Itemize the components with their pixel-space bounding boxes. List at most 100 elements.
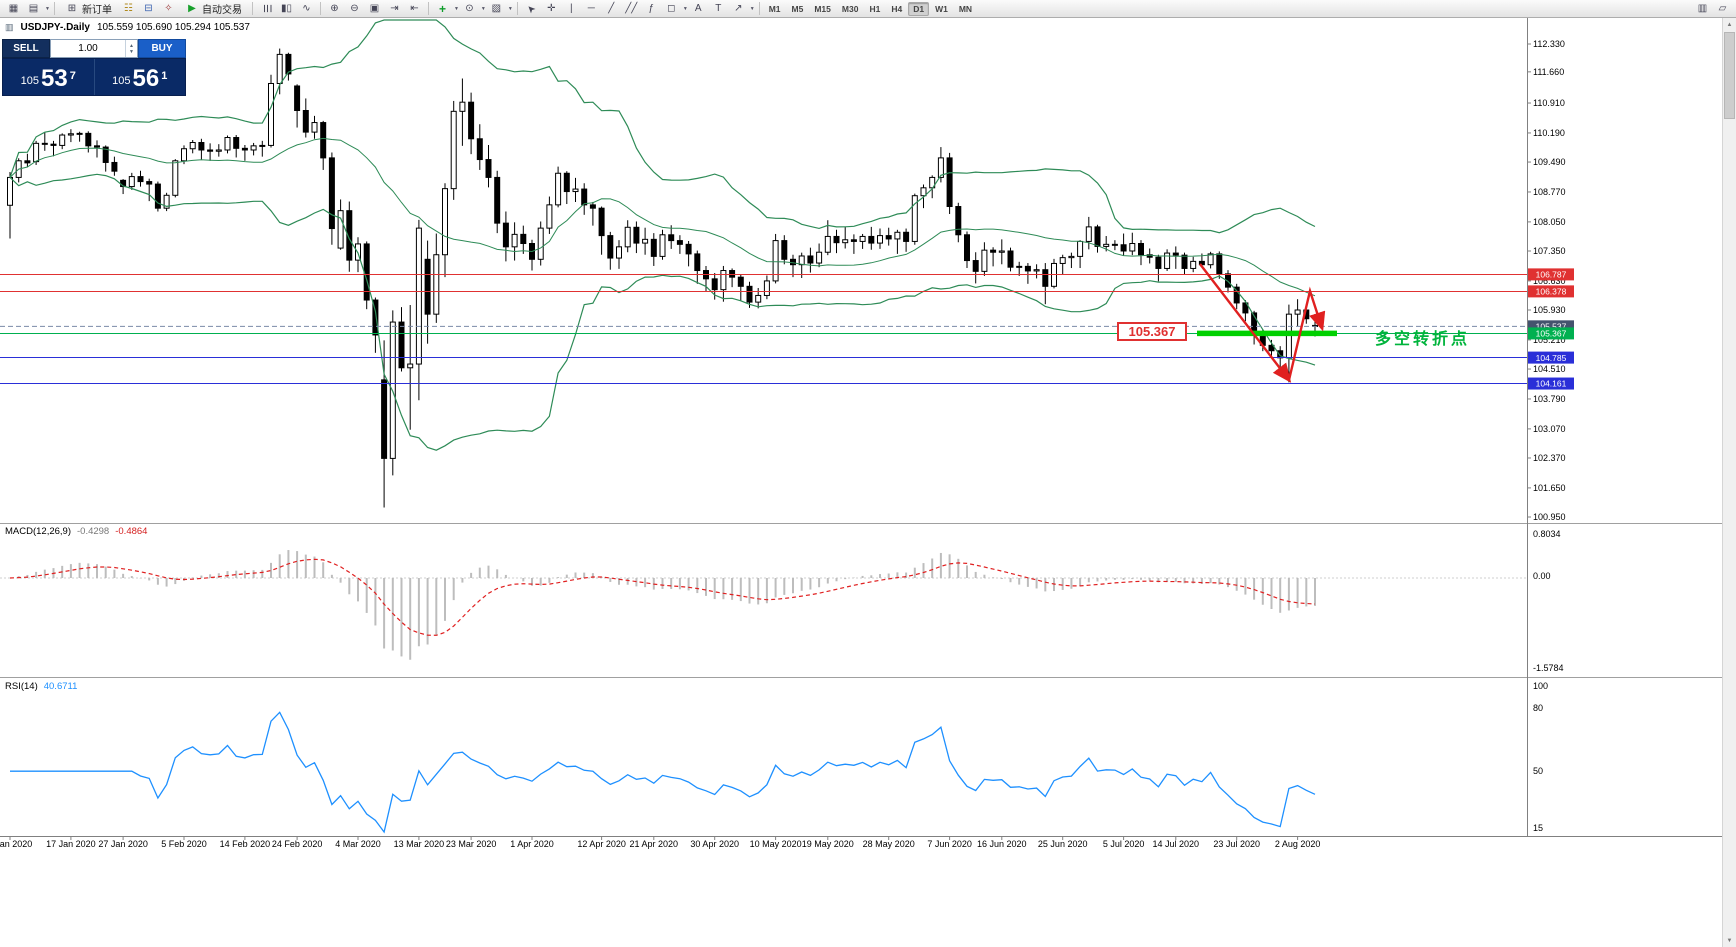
indicators-add-icon[interactable]: + — [438, 1, 446, 16]
vertical-scrollbar[interactable]: ▲ ▼ — [1722, 18, 1736, 947]
volume-spinner[interactable]: ▲ ▼ — [125, 40, 137, 57]
svg-text:28 May 2020: 28 May 2020 — [863, 839, 915, 849]
svg-text:103.070: 103.070 — [1533, 424, 1566, 434]
svg-text:108.050: 108.050 — [1533, 217, 1566, 227]
svg-text:101.650: 101.650 — [1533, 483, 1566, 493]
svg-text:13 Mar 2020: 13 Mar 2020 — [394, 839, 445, 849]
trend-arrows[interactable] — [1199, 263, 1326, 383]
volume-down-icon[interactable]: ▼ — [129, 48, 134, 55]
buy-button[interactable]: BUY — [138, 39, 186, 58]
chart-shift-icon[interactable]: ⇤ — [410, 3, 419, 14]
sell-button[interactable]: SELL — [2, 39, 50, 58]
bid-price-display[interactable]: 105 53 7 — [3, 59, 95, 95]
rsi-line — [10, 711, 1316, 834]
timeframe-m30[interactable]: M30 — [841, 3, 859, 14]
volume-input[interactable] — [51, 40, 125, 57]
svg-text:0.8034: 0.8034 — [1533, 529, 1561, 539]
timeframe-m5[interactable]: M5 — [791, 3, 804, 14]
timeframe-m15[interactable]: M15 — [814, 3, 831, 14]
volume-up-icon[interactable]: ▲ — [129, 42, 134, 49]
candlestick-series — [7, 48, 1318, 508]
timeframe-h4[interactable]: H4 — [891, 3, 903, 14]
ask-big-digits: 56 — [132, 65, 160, 92]
auto-trading-button[interactable]: ▶ 自动交易 — [179, 1, 248, 16]
shapes-icon[interactable]: ◻ — [667, 3, 676, 14]
periods-icon[interactable]: ⊙ — [465, 3, 474, 14]
svg-text:105.367: 105.367 — [1536, 329, 1567, 339]
svg-text:23 Jul 2020: 23 Jul 2020 — [1213, 839, 1260, 849]
docking-icon[interactable]: ▱ — [1718, 3, 1727, 14]
auto-scroll-icon[interactable]: ⇥ — [390, 3, 399, 14]
crosshair-icon[interactable]: ✛ — [547, 3, 556, 14]
svg-text:25 Jun 2020: 25 Jun 2020 — [1038, 839, 1088, 849]
profiles-icon[interactable]: ▤ — [28, 3, 39, 14]
svg-text:0.00: 0.00 — [1533, 571, 1551, 581]
chevron-down-icon[interactable]: ▼ — [507, 5, 513, 12]
label-icon[interactable]: T — [715, 3, 722, 14]
templates-icon[interactable]: ▧ — [491, 3, 502, 14]
svg-text:8 Jan 2020: 8 Jan 2020 — [0, 839, 32, 849]
market-watch-icon[interactable]: ☷ — [123, 3, 133, 14]
chevron-down-icon[interactable]: ▼ — [749, 5, 755, 12]
svg-text:5 Feb 2020: 5 Feb 2020 — [161, 839, 207, 849]
timeframe-mn[interactable]: MN — [958, 3, 973, 14]
tile-windows-icon[interactable]: ▣ — [369, 3, 380, 14]
macd-signal-value: -0.4864 — [115, 526, 148, 537]
zoom-in-icon[interactable]: ⊕ — [330, 3, 339, 14]
chevron-down-icon[interactable]: ▼ — [45, 5, 50, 12]
pivot-note-text[interactable]: 多空转折点 — [1375, 331, 1471, 348]
trendline-icon[interactable]: ╱ — [608, 3, 615, 14]
svg-text:16 Jun 2020: 16 Jun 2020 — [977, 839, 1027, 849]
bar-chart-icon[interactable]: ☰ — [260, 4, 272, 13]
text-icon[interactable]: A — [694, 3, 702, 14]
svg-text:7 Jun 2020: 7 Jun 2020 — [927, 839, 972, 849]
svg-text:80: 80 — [1533, 703, 1543, 713]
bollinger-bands — [9, 19, 1316, 451]
volume-stepper[interactable]: ▲ ▼ — [50, 39, 138, 58]
toolbar-separator — [516, 2, 518, 15]
svg-text:-1.5784: -1.5784 — [1533, 663, 1564, 673]
toolbar-separator — [427, 2, 429, 15]
autotrade-play-icon[interactable]: ▶ — [188, 3, 196, 14]
rsi-name: RSI(14) — [5, 681, 38, 692]
new-order-icon[interactable]: ⊞ — [67, 3, 77, 14]
svg-text:106.378: 106.378 — [1536, 287, 1567, 297]
svg-text:17 Jan 2020: 17 Jan 2020 — [46, 839, 96, 849]
chart-ohlc-values: 105.559 105.690 105.294 105.537 — [97, 22, 250, 33]
data-window-icon[interactable]: ⊟ — [144, 3, 153, 14]
chevron-down-icon[interactable]: ▼ — [453, 5, 459, 12]
new-order-button[interactable]: ⊞ 新订单 — [59, 1, 118, 16]
svg-text:103.790: 103.790 — [1533, 394, 1566, 404]
chart-list-icon[interactable]: ▥ — [1697, 3, 1708, 14]
chevron-down-icon[interactable]: ▼ — [682, 5, 688, 12]
scroll-thumb[interactable] — [1724, 32, 1735, 119]
navigator-icon[interactable]: ✧ — [164, 3, 173, 14]
scroll-up-icon[interactable]: ▲ — [1726, 21, 1733, 28]
timeframe-m1[interactable]: M1 — [768, 3, 781, 14]
new-chart-icon[interactable]: ▦ — [8, 3, 19, 14]
svg-text:100: 100 — [1533, 681, 1548, 691]
scroll-down-icon[interactable]: ▼ — [1726, 937, 1733, 944]
horizontal-line-icon[interactable]: ─ — [587, 3, 595, 14]
svg-text:112.330: 112.330 — [1533, 39, 1565, 49]
line-chart-icon[interactable]: ∿ — [302, 3, 311, 14]
arrows-icon[interactable]: ↗ — [734, 3, 743, 14]
candle-chart-icon[interactable]: ▮▯ — [280, 3, 292, 14]
chevron-down-icon[interactable]: ▼ — [480, 5, 486, 12]
timeframe-h1[interactable]: H1 — [869, 3, 881, 14]
svg-text:1 Apr 2020: 1 Apr 2020 — [510, 839, 554, 849]
svg-text:10 May 2020: 10 May 2020 — [750, 839, 802, 849]
fibonacci-icon[interactable]: ƒ — [648, 3, 655, 14]
ask-price-display[interactable]: 105 56 1 — [95, 59, 186, 95]
channel-icon[interactable]: ╱╱ — [625, 3, 638, 14]
zoom-out-icon[interactable]: ⊖ — [350, 3, 359, 14]
timeframe-d1[interactable]: D1 — [908, 1, 930, 16]
chart-title: ▥ USDJPY-.Daily 105.559 105.690 105.294 … — [5, 22, 250, 33]
toolbar-separator — [251, 2, 253, 15]
horizontal-level-lines[interactable] — [0, 273, 1527, 385]
vertical-line-icon[interactable]: | — [570, 3, 573, 14]
timeframe-w1[interactable]: W1 — [935, 3, 948, 14]
support-level-label[interactable]: 105.367 — [1117, 322, 1187, 341]
